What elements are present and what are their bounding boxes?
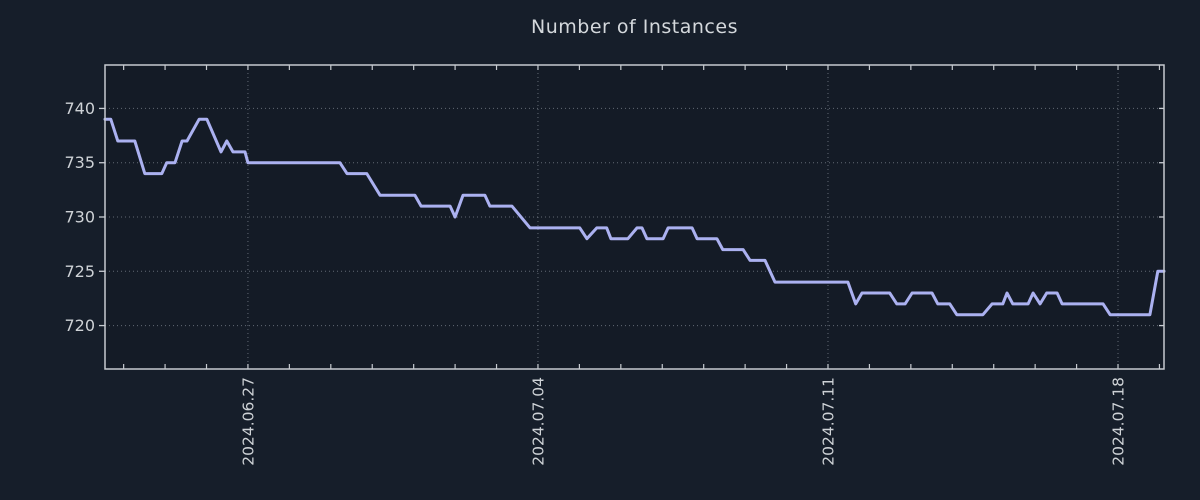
axes-frame [104,64,1165,370]
y-tick-label: 730 [64,208,95,227]
x-tick-label: 2024.07.18 [1110,377,1128,466]
y-tick-label: 720 [64,316,95,335]
x-tick-label: 2024.07.04 [529,377,547,466]
chart-title: Number of Instances [531,16,738,38]
x-tick-label: 2024.06.27 [239,377,257,466]
x-tick-label: 2024.07.11 [819,377,837,466]
y-tick-label: 735 [64,153,95,172]
y-tick-label: 725 [64,262,95,281]
data-line [103,117,1166,317]
y-tick-label: 740 [64,99,95,118]
